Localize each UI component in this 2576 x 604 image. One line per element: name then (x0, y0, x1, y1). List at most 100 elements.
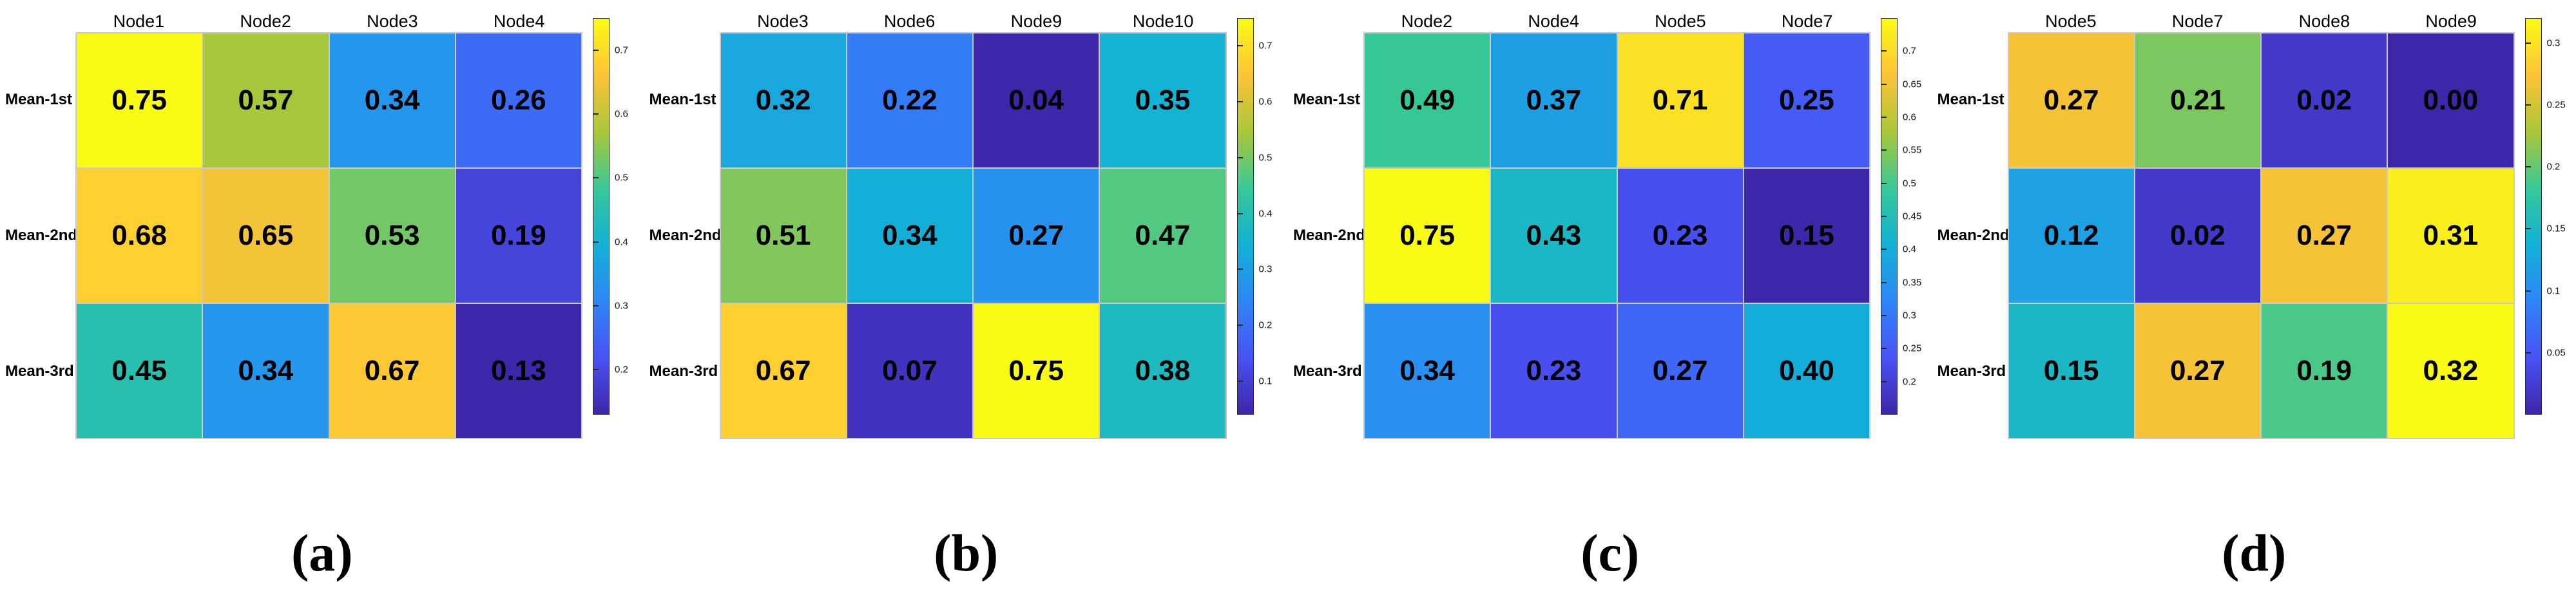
colorbar: 0.7 0.6 0.5 0.4 0.3 0.2 (593, 18, 628, 415)
colorbar-tick (2525, 166, 2531, 167)
heatmap-grid: 0.75 0.57 0.34 0.26 0.68 0.65 0.53 0.19 0.45 0.34… (75, 32, 582, 439)
colorbar-tick-label: 0.3 (615, 300, 628, 312)
heatmap-cell: 0.35 (1100, 33, 1226, 167)
heatmap-cell: 0.32 (2388, 304, 2514, 438)
heatmap-cell: 0.22 (847, 33, 972, 167)
colorbar-tick-label: 0.5 (1903, 178, 1916, 189)
row-label: Mean-1st (649, 91, 716, 109)
heatmap-grid: 0.32 0.22 0.04 0.35 0.51 0.34 0.27 0.47 0.67 0.07… (719, 32, 1227, 439)
heatmap-panel-c: Node2 Node4 Node5 Node7 Mean-1st Mean-2nd Mean… (1288, 0, 1932, 604)
colorbar-tick-label: 0.45 (1903, 211, 1922, 222)
colorbar-tick-label: 0.3 (1903, 310, 1916, 321)
column-header: Node3 (367, 12, 418, 31)
colorbar-tick (2525, 104, 2531, 106)
colorbar-tick (1237, 45, 1243, 47)
row-label: Mean-2nd (5, 227, 78, 244)
colorbar-tick-label: 0.2 (615, 364, 628, 375)
panel-caption: (c) (1581, 524, 1640, 582)
colorbar-tick-label: 0.2 (1903, 376, 1916, 388)
heatmap-cell: 0.43 (1491, 169, 1617, 303)
row-label: Mean-1st (5, 91, 73, 109)
colorbar-gradient (2524, 18, 2542, 415)
colorbar-tick (1881, 315, 1887, 316)
heatmap-cell: 0.27 (2008, 33, 2134, 167)
colorbar-tick-label: 0.6 (615, 108, 628, 120)
heatmap-cell: 0.27 (2135, 304, 2260, 438)
heatmap-cell: 0.34 (329, 33, 455, 167)
column-header: Node10 (1132, 12, 1194, 31)
heatmap-cell: 0.19 (456, 169, 581, 303)
heatmap-cell: 0.34 (1365, 304, 1490, 438)
colorbar-tick-label: 0.05 (2546, 347, 2566, 359)
colorbar-tick-label: 0.5 (1258, 152, 1273, 164)
colorbar-tick (1881, 216, 1887, 217)
colorbar-tick-label: 0.25 (2546, 99, 2566, 111)
colorbar-tick-label: 0.3 (2546, 37, 2561, 48)
row-label: Mean-2nd (1293, 227, 1366, 244)
row-label: Mean-2nd (649, 227, 722, 244)
column-header: Node3 (757, 12, 809, 31)
colorbar-tick-label: 0.15 (2546, 223, 2566, 234)
colorbar: 0.7 0.6 0.5 0.4 0.3 0.2 0.1 (1236, 18, 1272, 415)
heatmap-cell: 0.65 (203, 169, 329, 303)
panel-caption: (a) (291, 524, 353, 582)
colorbar-tick (1881, 249, 1887, 250)
column-header: Node6 (883, 12, 936, 31)
heatmap-cell: 0.12 (2008, 169, 2134, 303)
heatmap-panel-b: Node3 Node6 Node9 Node10 Mean-1st Mean-2nd Mea… (644, 0, 1289, 604)
heatmap-panel-a: Node1 Node2 Node3 Node4 Mean-1st Mean-2nd Mean… (0, 0, 644, 604)
column-header: Node1 (113, 12, 165, 31)
heatmap-cell: 0.37 (1491, 33, 1617, 167)
row-label: Mean-3rd (1937, 362, 2006, 380)
row-label: Mean-2nd (1937, 227, 2010, 244)
colorbar-tick-label: 0.5 (615, 172, 628, 184)
row-label: Mean-3rd (5, 362, 74, 380)
heatmap-cell: 0.32 (720, 33, 846, 167)
heatmap-cell: 0.57 (203, 33, 329, 167)
heatmap-cell: 0.34 (203, 304, 329, 438)
heatmap-cell: 0.75 (1365, 169, 1490, 303)
colorbar-tick (1237, 269, 1243, 270)
panel-caption: (d) (2222, 524, 2287, 582)
colorbar-tick-label: 0.2 (2546, 161, 2561, 173)
colorbar-tick (2525, 290, 2531, 292)
colorbar-tick-label: 0.25 (1903, 343, 1922, 354)
column-header: Node2 (1401, 12, 1453, 31)
colorbar-tick (2525, 42, 2531, 44)
heatmap-cell: 0.67 (329, 304, 455, 438)
heatmap-cell: 0.47 (1100, 169, 1226, 303)
heatmap-cell: 0.34 (847, 169, 972, 303)
heatmap-cell: 0.40 (1744, 304, 1869, 438)
column-header: Node9 (2425, 12, 2477, 31)
heatmap-cell: 0.71 (1617, 33, 1743, 167)
colorbar-tick-label: 0.65 (1903, 79, 1922, 90)
column-header: Node5 (2045, 12, 2097, 31)
heatmap-grid: 0.27 0.21 0.02 0.00 0.12 0.02 0.27 0.31 0.15 0.27… (2007, 32, 2515, 439)
colorbar-tick (1237, 380, 1243, 382)
colorbar-tick (1237, 101, 1243, 103)
heatmap-grid: 0.49 0.37 0.71 0.25 0.75 0.43 0.23 0.15 0.34 0.23… (1363, 32, 1870, 439)
column-header: Node9 (1010, 12, 1062, 31)
heatmap-cell: 0.13 (456, 304, 581, 438)
column-header: Node7 (2171, 12, 2224, 31)
heatmap-cell: 0.75 (974, 304, 1099, 438)
heatmap-cell: 0.68 (77, 169, 202, 303)
heatmap-cell: 0.23 (1491, 304, 1617, 438)
colorbar-tick (1881, 281, 1887, 283)
heatmap-cell: 0.75 (77, 33, 202, 167)
row-label: Mean-1st (1293, 91, 1361, 109)
heatmap-cell: 0.27 (1617, 304, 1743, 438)
heatmap-cell: 0.26 (456, 33, 581, 167)
colorbar-tick-label: 0.6 (1903, 111, 1916, 123)
colorbar-tick (1881, 50, 1887, 52)
colorbar-tick (593, 49, 599, 51)
colorbar-tick-label: 0.4 (1903, 243, 1916, 255)
column-header: Node4 (493, 12, 545, 31)
heatmap-cell: 0.27 (2262, 169, 2387, 303)
column-header: Node5 (1655, 12, 1706, 31)
colorbar-tick-label: 0.2 (1258, 319, 1273, 331)
heatmap-cell: 0.07 (847, 304, 972, 438)
colorbar-tick-label: 0.4 (615, 236, 628, 248)
colorbar-tick (1237, 212, 1243, 214)
